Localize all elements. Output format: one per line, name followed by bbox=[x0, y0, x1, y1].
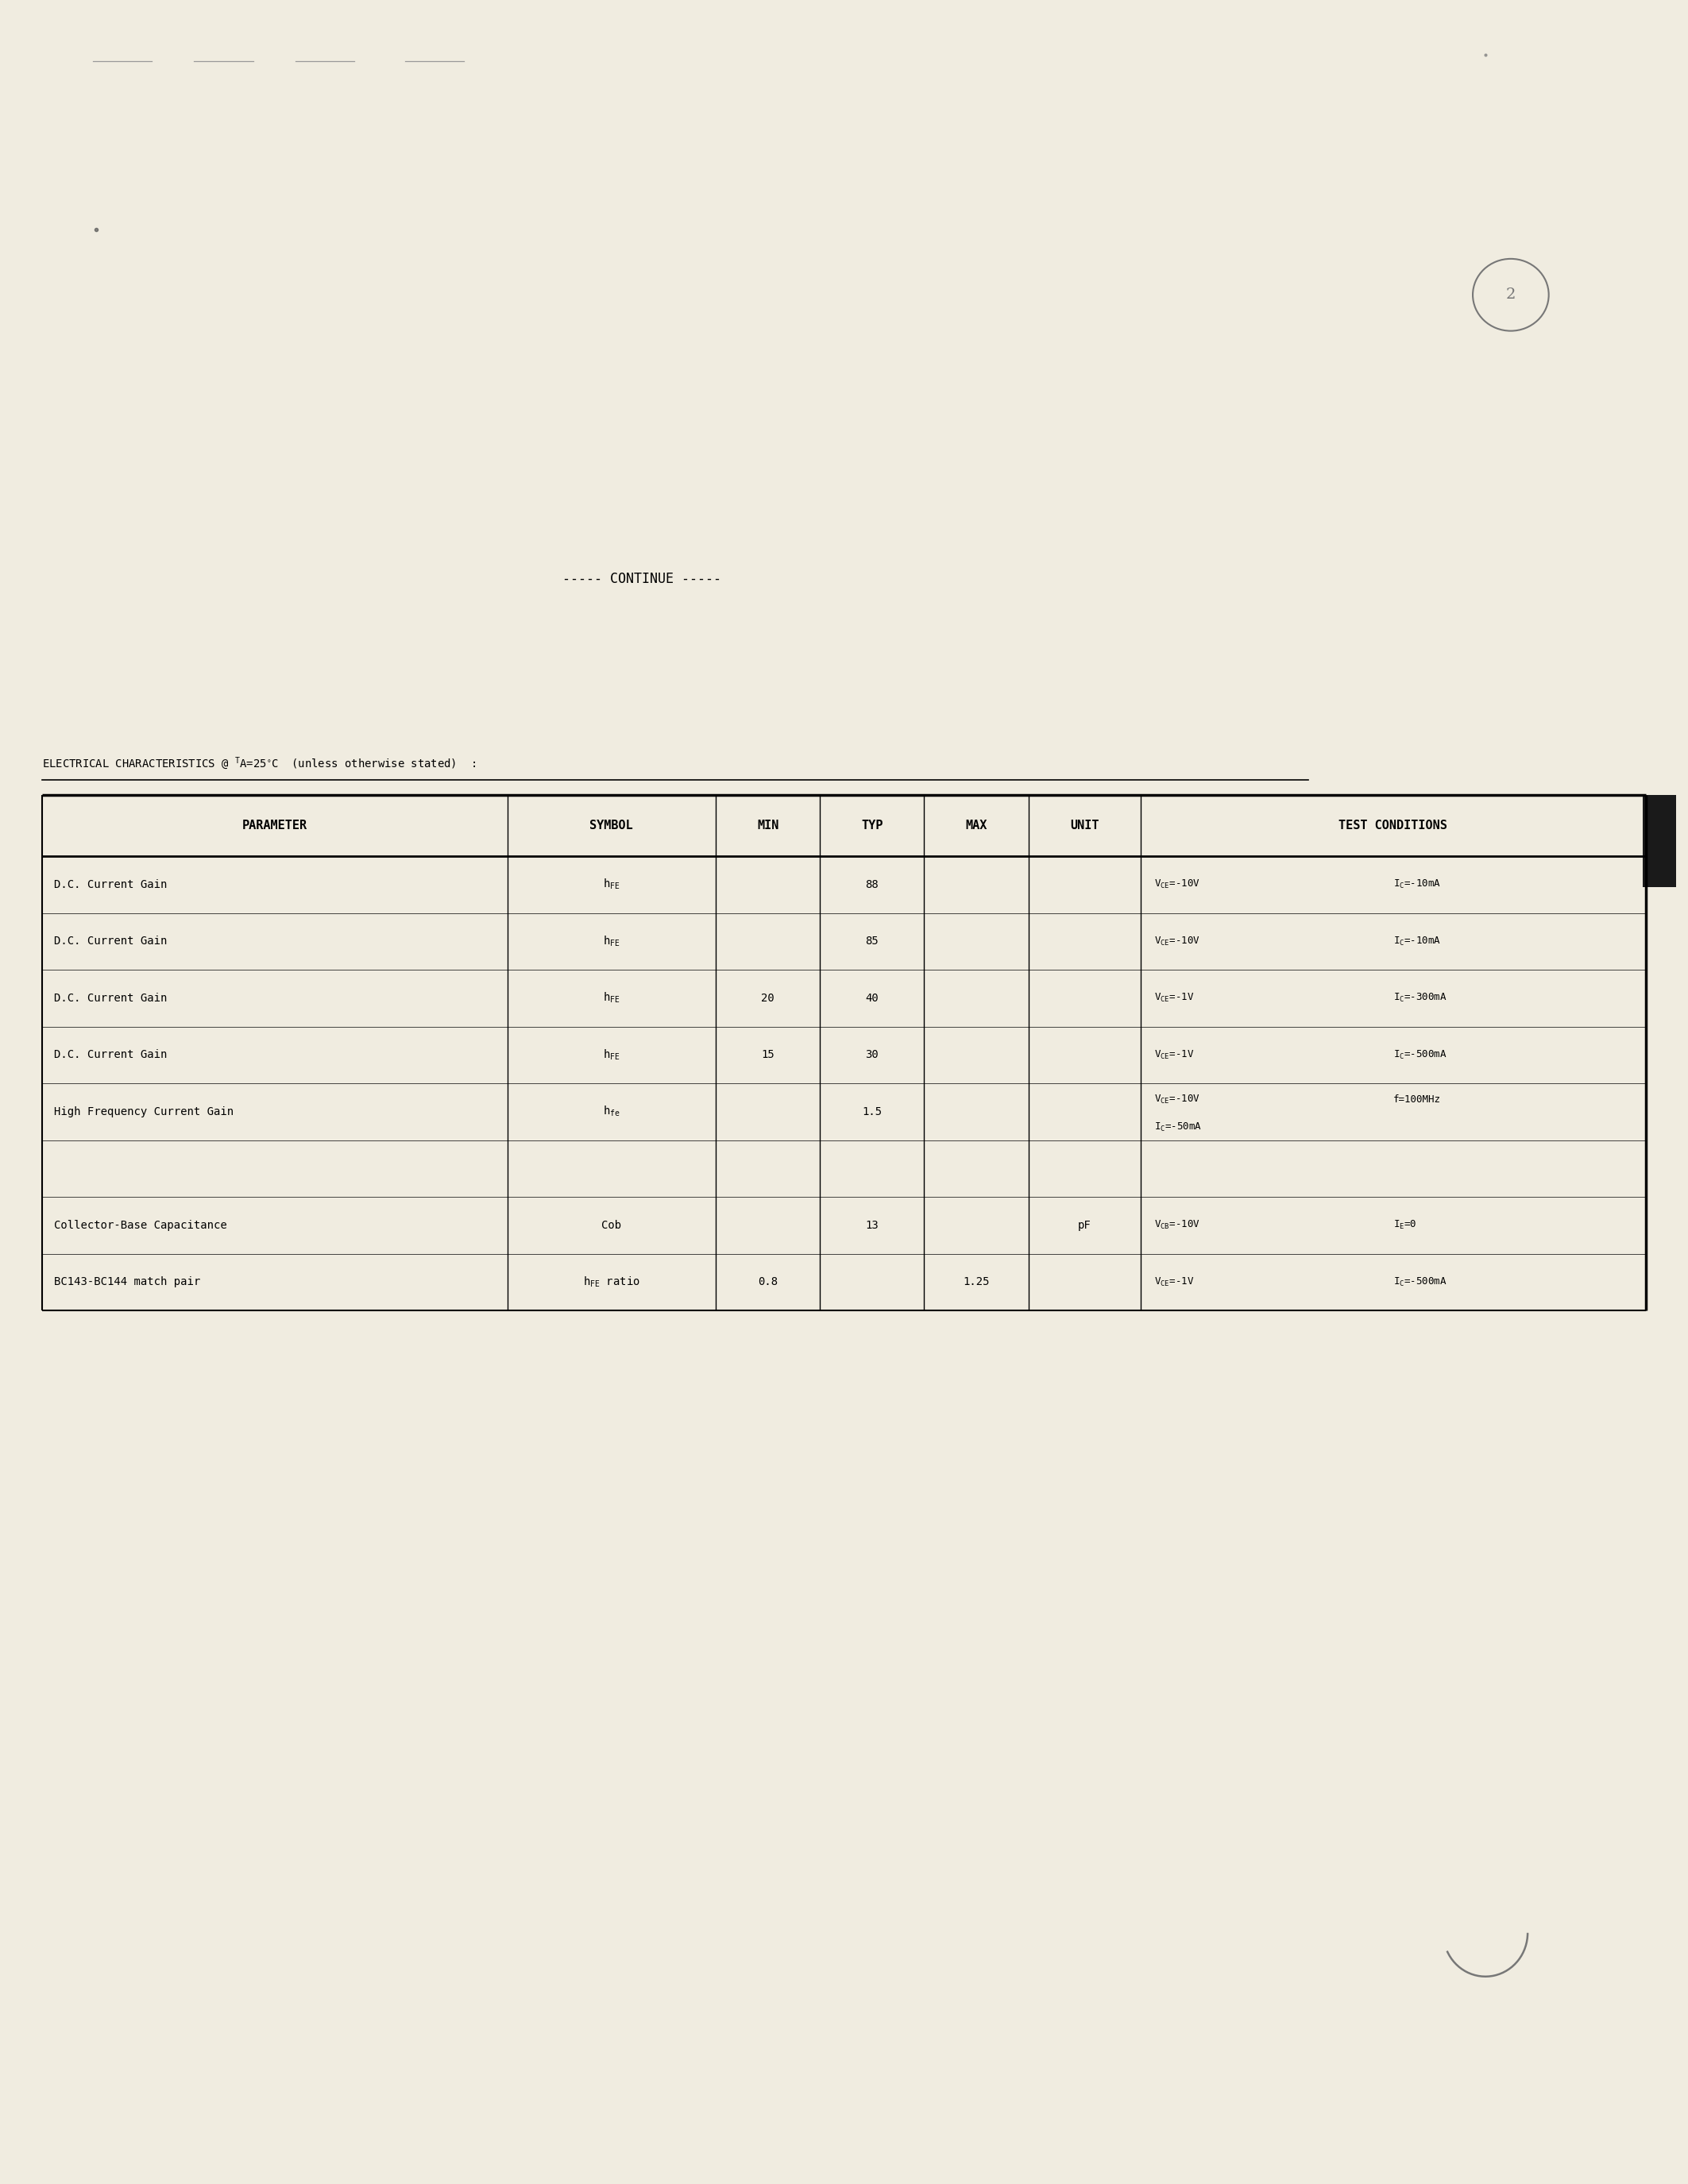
Text: $\mathregular{h_{FE}}$: $\mathregular{h_{FE}}$ bbox=[603, 992, 619, 1005]
Text: D.C. Current Gain: D.C. Current Gain bbox=[54, 1048, 167, 1061]
Text: Cob: Cob bbox=[601, 1219, 621, 1232]
Text: Collector-Base Capacitance: Collector-Base Capacitance bbox=[54, 1219, 226, 1232]
Bar bbox=[1642, 795, 1676, 887]
Text: D.C. Current Gain: D.C. Current Gain bbox=[54, 992, 167, 1005]
Text: D.C. Current Gain: D.C. Current Gain bbox=[54, 878, 167, 891]
Text: $\mathregular{h_{FE}}$ ratio: $\mathregular{h_{FE}}$ ratio bbox=[582, 1275, 640, 1289]
Text: pF: pF bbox=[1079, 1219, 1090, 1232]
Text: $\mathregular{h_{FE}}$: $\mathregular{h_{FE}}$ bbox=[603, 1048, 619, 1061]
Text: MAX: MAX bbox=[966, 819, 987, 832]
Text: TEST CONDITIONS: TEST CONDITIONS bbox=[1339, 819, 1448, 832]
Text: $\mathregular{I_{C}}$=-10mA: $\mathregular{I_{C}}$=-10mA bbox=[1393, 935, 1442, 948]
Text: f=100MHz: f=100MHz bbox=[1393, 1094, 1442, 1105]
Text: TYP: TYP bbox=[861, 819, 883, 832]
Text: $\mathregular{V_{CE}}$=-1V: $\mathregular{V_{CE}}$=-1V bbox=[1155, 992, 1193, 1005]
Text: $\mathregular{h_{FE}}$: $\mathregular{h_{FE}}$ bbox=[603, 878, 619, 891]
Text: 1.25: 1.25 bbox=[962, 1275, 989, 1289]
Text: D.C. Current Gain: D.C. Current Gain bbox=[54, 935, 167, 948]
Text: $\mathregular{V_{CE}}$=-1V: $\mathregular{V_{CE}}$=-1V bbox=[1155, 1048, 1193, 1061]
Text: ----- CONTINUE -----: ----- CONTINUE ----- bbox=[562, 572, 721, 585]
Text: $\mathregular{I_{C}}$=-300mA: $\mathregular{I_{C}}$=-300mA bbox=[1393, 992, 1447, 1005]
Text: 85: 85 bbox=[866, 935, 879, 948]
Text: $\mathregular{V_{CE}}$=-10V: $\mathregular{V_{CE}}$=-10V bbox=[1155, 878, 1200, 891]
Text: BC143-BC144 match pair: BC143-BC144 match pair bbox=[54, 1275, 201, 1289]
Text: 88: 88 bbox=[866, 878, 879, 891]
Text: MIN: MIN bbox=[756, 819, 778, 832]
Text: 13: 13 bbox=[866, 1219, 879, 1232]
Text: 20: 20 bbox=[761, 992, 775, 1005]
Text: $\mathregular{I_{C}}$=-500mA: $\mathregular{I_{C}}$=-500mA bbox=[1393, 1048, 1447, 1061]
Text: 0.8: 0.8 bbox=[758, 1275, 778, 1289]
Text: UNIT: UNIT bbox=[1070, 819, 1099, 832]
Text: 2: 2 bbox=[1506, 288, 1516, 301]
Text: 1.5: 1.5 bbox=[863, 1105, 883, 1118]
Text: $\mathregular{I_{C}}$=-500mA: $\mathregular{I_{C}}$=-500mA bbox=[1393, 1275, 1447, 1289]
Text: $\mathregular{h_{FE}}$: $\mathregular{h_{FE}}$ bbox=[603, 935, 619, 948]
Text: ELECTRICAL CHARACTERISTICS @ $\mathregular{^{T}}$A=25$\mathregular{^{\circ}}$C  : ELECTRICAL CHARACTERISTICS @ $\mathregul… bbox=[42, 756, 476, 771]
Text: $\mathregular{V_{CE}}$=-10V: $\mathregular{V_{CE}}$=-10V bbox=[1155, 935, 1200, 948]
Text: SYMBOL: SYMBOL bbox=[589, 819, 633, 832]
Text: High Frequency Current Gain: High Frequency Current Gain bbox=[54, 1105, 233, 1118]
Text: $\mathregular{I_{C}}$=-10mA: $\mathregular{I_{C}}$=-10mA bbox=[1393, 878, 1442, 891]
Text: $\mathregular{V_{CB}}$=-10V: $\mathregular{V_{CB}}$=-10V bbox=[1155, 1219, 1200, 1232]
Text: $\mathregular{V_{CE}}$=-10V: $\mathregular{V_{CE}}$=-10V bbox=[1155, 1094, 1200, 1105]
Text: 15: 15 bbox=[761, 1048, 775, 1061]
Text: $\mathregular{I_{E}}$=0: $\mathregular{I_{E}}$=0 bbox=[1393, 1219, 1416, 1232]
Text: $\mathregular{h_{fe}}$: $\mathregular{h_{fe}}$ bbox=[603, 1105, 619, 1118]
Text: 30: 30 bbox=[866, 1048, 879, 1061]
Text: 40: 40 bbox=[866, 992, 879, 1005]
Text: $\mathregular{V_{CE}}$=-1V: $\mathregular{V_{CE}}$=-1V bbox=[1155, 1275, 1193, 1289]
Text: $\mathregular{I_{C}}$=-50mA: $\mathregular{I_{C}}$=-50mA bbox=[1155, 1123, 1202, 1133]
Text: PARAMETER: PARAMETER bbox=[241, 819, 307, 832]
